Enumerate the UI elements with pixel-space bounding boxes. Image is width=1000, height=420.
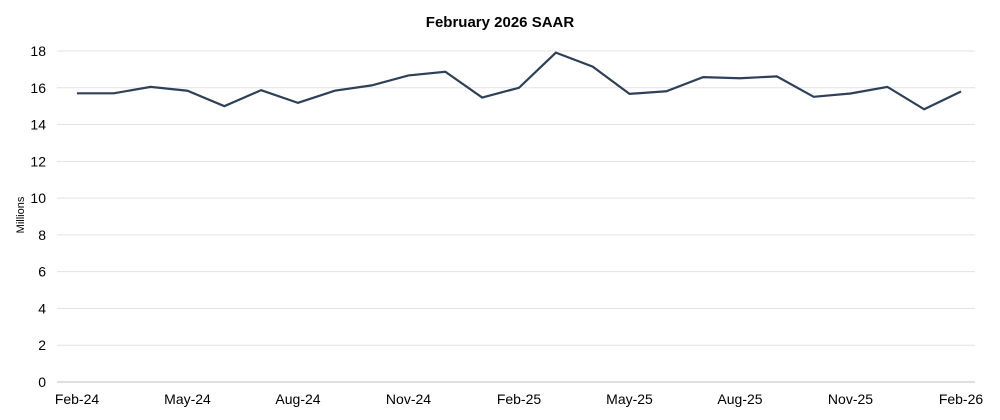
chart-title: February 2026 SAAR [426, 14, 575, 31]
x-tick-label: Feb-24 [55, 391, 100, 407]
x-tick-label: Nov-25 [828, 391, 873, 407]
y-tick-label: 0 [38, 374, 46, 390]
y-axis-label: Millions [15, 196, 27, 233]
y-tick-label: 2 [38, 337, 46, 353]
x-tick-label: May-24 [164, 391, 211, 407]
y-tick-label: 12 [30, 153, 46, 169]
series-line [77, 53, 961, 110]
x-tick-label: Aug-25 [717, 391, 762, 407]
x-tick-label: Feb-25 [497, 391, 542, 407]
y-tick-label: 10 [30, 190, 46, 206]
y-tick-label: 4 [38, 300, 46, 316]
x-tick-label: May-25 [606, 391, 653, 407]
y-tick-label: 8 [38, 227, 46, 243]
y-tick-label: 18 [30, 43, 46, 59]
x-tick-label: Feb-26 [939, 391, 984, 407]
y-tick-label: 6 [38, 264, 46, 280]
y-tick-label: 14 [30, 117, 46, 133]
x-tick-label: Nov-24 [386, 391, 431, 407]
y-tick-label: 16 [30, 80, 46, 96]
x-tick-label: Aug-24 [275, 391, 320, 407]
